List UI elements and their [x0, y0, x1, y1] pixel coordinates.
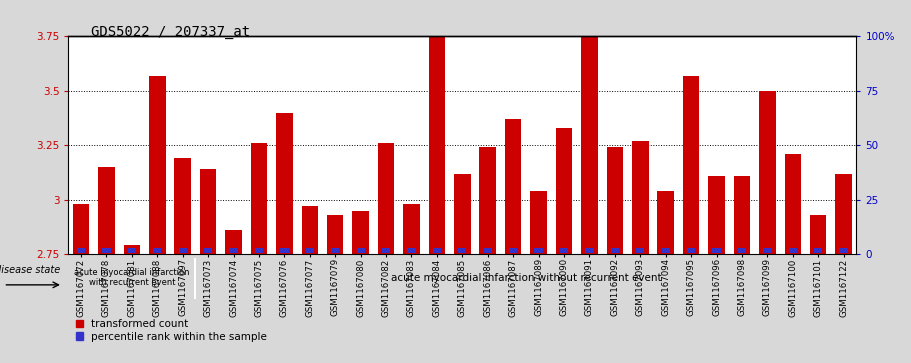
Bar — [560, 248, 568, 253]
Bar — [73, 204, 89, 254]
Bar — [179, 248, 187, 253]
Bar — [733, 176, 751, 254]
Bar — [658, 191, 674, 254]
Bar — [479, 147, 496, 254]
Bar — [585, 248, 594, 253]
Bar — [356, 248, 364, 253]
Bar — [331, 248, 340, 253]
Bar — [230, 248, 238, 253]
Bar — [509, 248, 517, 253]
Bar — [276, 113, 292, 254]
Bar — [407, 248, 415, 253]
Bar — [505, 119, 521, 254]
Bar — [484, 248, 492, 253]
Bar — [759, 91, 775, 254]
Bar — [281, 248, 289, 253]
Bar — [535, 248, 543, 253]
Bar — [204, 248, 212, 253]
Bar — [454, 174, 471, 254]
Bar — [149, 76, 166, 254]
Bar — [404, 204, 420, 254]
Text: acute myocardial infarction
with recurrent event: acute myocardial infarction with recurre… — [74, 268, 189, 287]
Bar — [255, 248, 263, 253]
Text: GDS5022 / 207337_at: GDS5022 / 207337_at — [91, 25, 251, 40]
Text: disease state: disease state — [0, 265, 60, 275]
Bar — [98, 167, 115, 254]
Bar — [200, 169, 217, 254]
Legend: transformed count, percentile rank within the sample: transformed count, percentile rank withi… — [74, 317, 269, 344]
Bar — [738, 248, 746, 253]
Bar — [814, 248, 823, 253]
Bar — [458, 248, 466, 253]
Bar — [306, 248, 314, 253]
Bar — [661, 248, 670, 253]
Bar — [810, 215, 826, 254]
Bar — [124, 245, 140, 254]
Bar — [763, 248, 772, 253]
Text: acute myocardial infarction without recurrent event: acute myocardial infarction without recu… — [391, 273, 661, 283]
Bar — [784, 154, 801, 254]
Bar — [174, 158, 191, 254]
Bar — [636, 248, 644, 253]
Bar — [153, 248, 161, 253]
Bar — [708, 176, 725, 254]
Bar — [835, 174, 852, 254]
Bar — [610, 248, 619, 253]
Bar — [102, 248, 110, 253]
Bar — [433, 248, 441, 253]
Bar — [382, 248, 390, 253]
Bar — [581, 17, 598, 254]
Bar — [378, 143, 394, 254]
Bar — [607, 147, 623, 254]
Bar — [429, 8, 445, 254]
Bar — [789, 248, 797, 253]
Bar — [225, 230, 241, 254]
Bar — [302, 206, 318, 254]
Bar — [327, 215, 343, 254]
Bar — [632, 141, 649, 254]
Bar — [556, 128, 572, 254]
Bar — [683, 76, 700, 254]
Bar — [77, 248, 85, 253]
Bar — [687, 248, 695, 253]
Bar — [840, 248, 848, 253]
Bar — [530, 191, 547, 254]
Bar — [353, 211, 369, 254]
Bar — [712, 248, 721, 253]
Bar — [128, 248, 136, 253]
Bar — [251, 143, 267, 254]
